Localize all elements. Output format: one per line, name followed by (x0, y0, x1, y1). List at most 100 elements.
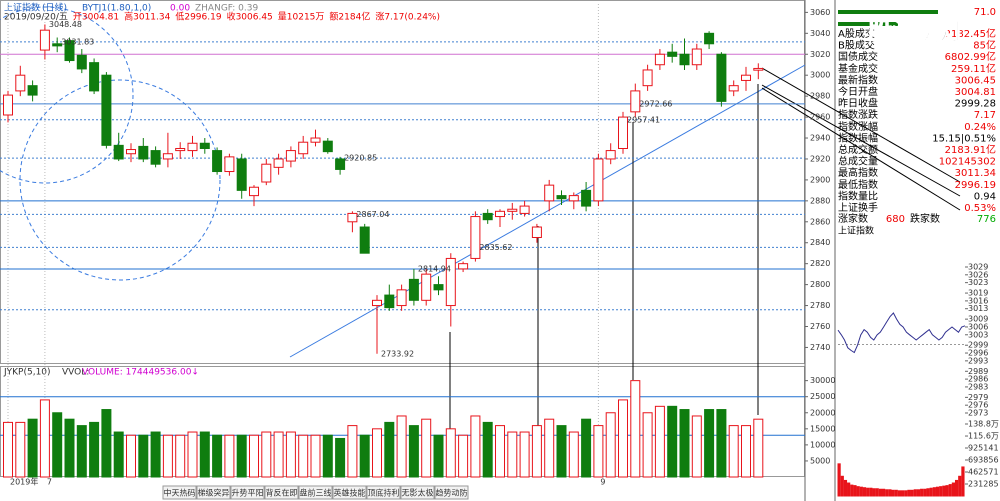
volume-bar (593, 425, 604, 478)
volume-bar (298, 434, 309, 478)
tabs: 中天热码 梯级突异 升势平阳 背反在即 盘前三线 英雄技能 顶底持利 无影太极 趋势动防 (162, 485, 469, 500)
volume-bar (76, 425, 87, 478)
volume-bar (850, 484, 854, 497)
candle-body (470, 216, 481, 259)
volume-bar (27, 418, 38, 478)
candle-body (605, 150, 616, 160)
volume-bar (187, 431, 198, 478)
volume-bar (458, 434, 469, 478)
candle-body (544, 184, 555, 202)
y-tick-label: 3020 (810, 50, 830, 59)
volume-bar (273, 431, 284, 478)
y-tick-label: 3003 (968, 330, 988, 339)
row-label: 国债成交 (838, 50, 878, 63)
quote-line: 2019/09/20/五 开3004.81 高3011.34 低2996.19 收300… (4, 11, 440, 23)
tab[interactable] (434, 485, 469, 500)
y-tick-label: 2999 (968, 341, 988, 350)
candle-body (408, 278, 419, 301)
tab[interactable] (230, 485, 265, 500)
row-label: 指数量比 (838, 189, 878, 202)
volume-bar (716, 409, 727, 478)
tab[interactable] (400, 485, 435, 500)
candle-body (3, 94, 13, 116)
volume-bar (929, 487, 933, 497)
tab-label[interactable]: 趋势动防 (436, 488, 468, 498)
quote-item: 开3004.81 (73, 12, 119, 23)
annotation: 2972.66 (639, 99, 672, 108)
circle-drawing (19, 79, 221, 281)
row-label: 指数涨幅 (838, 120, 878, 133)
intraday-line (837, 312, 966, 354)
volume-bar (866, 487, 870, 497)
volume-bar (881, 488, 886, 497)
tab[interactable] (196, 485, 231, 500)
candle-body (76, 54, 87, 70)
volume-bar (310, 434, 321, 478)
y-tick-label: 30000 (810, 376, 835, 385)
volume-bar (869, 487, 873, 497)
y-tick-label: 3009 (968, 315, 988, 324)
row-label: 最低指数 (838, 178, 878, 191)
row-value: 7.17 (974, 110, 996, 121)
volume-vvol: VVOL: (62, 368, 89, 378)
volume-bar (862, 487, 867, 497)
quote-item: 2019/09/20/五 (4, 13, 68, 23)
annotation: 2957.41 (627, 115, 660, 124)
tab-label[interactable]: 盘前三线 (300, 488, 332, 498)
y-tick-label: 3006 (968, 322, 988, 331)
volume-bar (945, 485, 949, 497)
volume-bar (618, 399, 628, 478)
rise: 680 (886, 214, 905, 225)
volume-bar (840, 475, 844, 497)
candle-body (495, 210, 505, 218)
tab-label[interactable]: 中天热码 (164, 488, 196, 498)
y-tick-label: 2820 (810, 259, 830, 268)
row-label: 指数涨跌 (838, 108, 878, 121)
quote-item: 低2996.19 (175, 11, 221, 23)
tab[interactable] (298, 485, 333, 500)
title: 上证指数 (4, 2, 40, 14)
row-label: 基金成交 (838, 62, 878, 75)
tab[interactable] (366, 485, 401, 500)
volume-bar (421, 418, 432, 478)
volume-bar (261, 431, 272, 478)
tab[interactable] (162, 485, 197, 500)
volume-bar (888, 489, 892, 497)
tab-label[interactable]: 梯级突异 (198, 488, 230, 498)
volume-bar (630, 380, 641, 478)
tab-label[interactable]: 升势平阳 (232, 488, 264, 498)
candle-body (101, 74, 112, 146)
annotation: 3031.83 (61, 37, 94, 46)
volume-bar (556, 425, 567, 478)
volume-bar (753, 418, 764, 478)
candle-body (224, 156, 235, 173)
row-label: 今日开盘 (838, 85, 878, 98)
candle-body (261, 163, 272, 183)
volume-bar (519, 431, 530, 478)
y-tick-label: 2840 (810, 238, 830, 247)
indicator-value: 0.00 (170, 4, 190, 14)
volume-bar (101, 409, 112, 478)
y-tick-label: 3029 (968, 263, 988, 272)
tab-label[interactable]: 无影太极 (402, 488, 434, 498)
fall-label: 跌家数 (910, 212, 940, 225)
y-tick-label: 138.8万 (968, 420, 999, 429)
volume-indicator: JYKP(5,10) (3, 368, 51, 378)
tab[interactable] (264, 485, 299, 500)
tab-label[interactable]: 英雄技能 (334, 488, 366, 498)
y-tick-label: 2740 (810, 343, 830, 352)
annotation: 2733.92 (381, 349, 414, 358)
volume-bar (958, 475, 962, 497)
y-tick-label: 2800 (810, 280, 830, 289)
tab[interactable] (332, 485, 367, 500)
volume-bar (859, 486, 863, 497)
tab-label[interactable]: 顶底持利 (368, 488, 400, 498)
tab-label[interactable]: 背反在即 (266, 488, 298, 498)
candle-body (519, 205, 530, 214)
quote-item: 高3011.34 (124, 11, 170, 23)
volume-bar (853, 485, 857, 497)
row-label: 总成交额 (838, 143, 878, 156)
volume-bar (910, 489, 914, 497)
volume-bar (433, 434, 444, 478)
